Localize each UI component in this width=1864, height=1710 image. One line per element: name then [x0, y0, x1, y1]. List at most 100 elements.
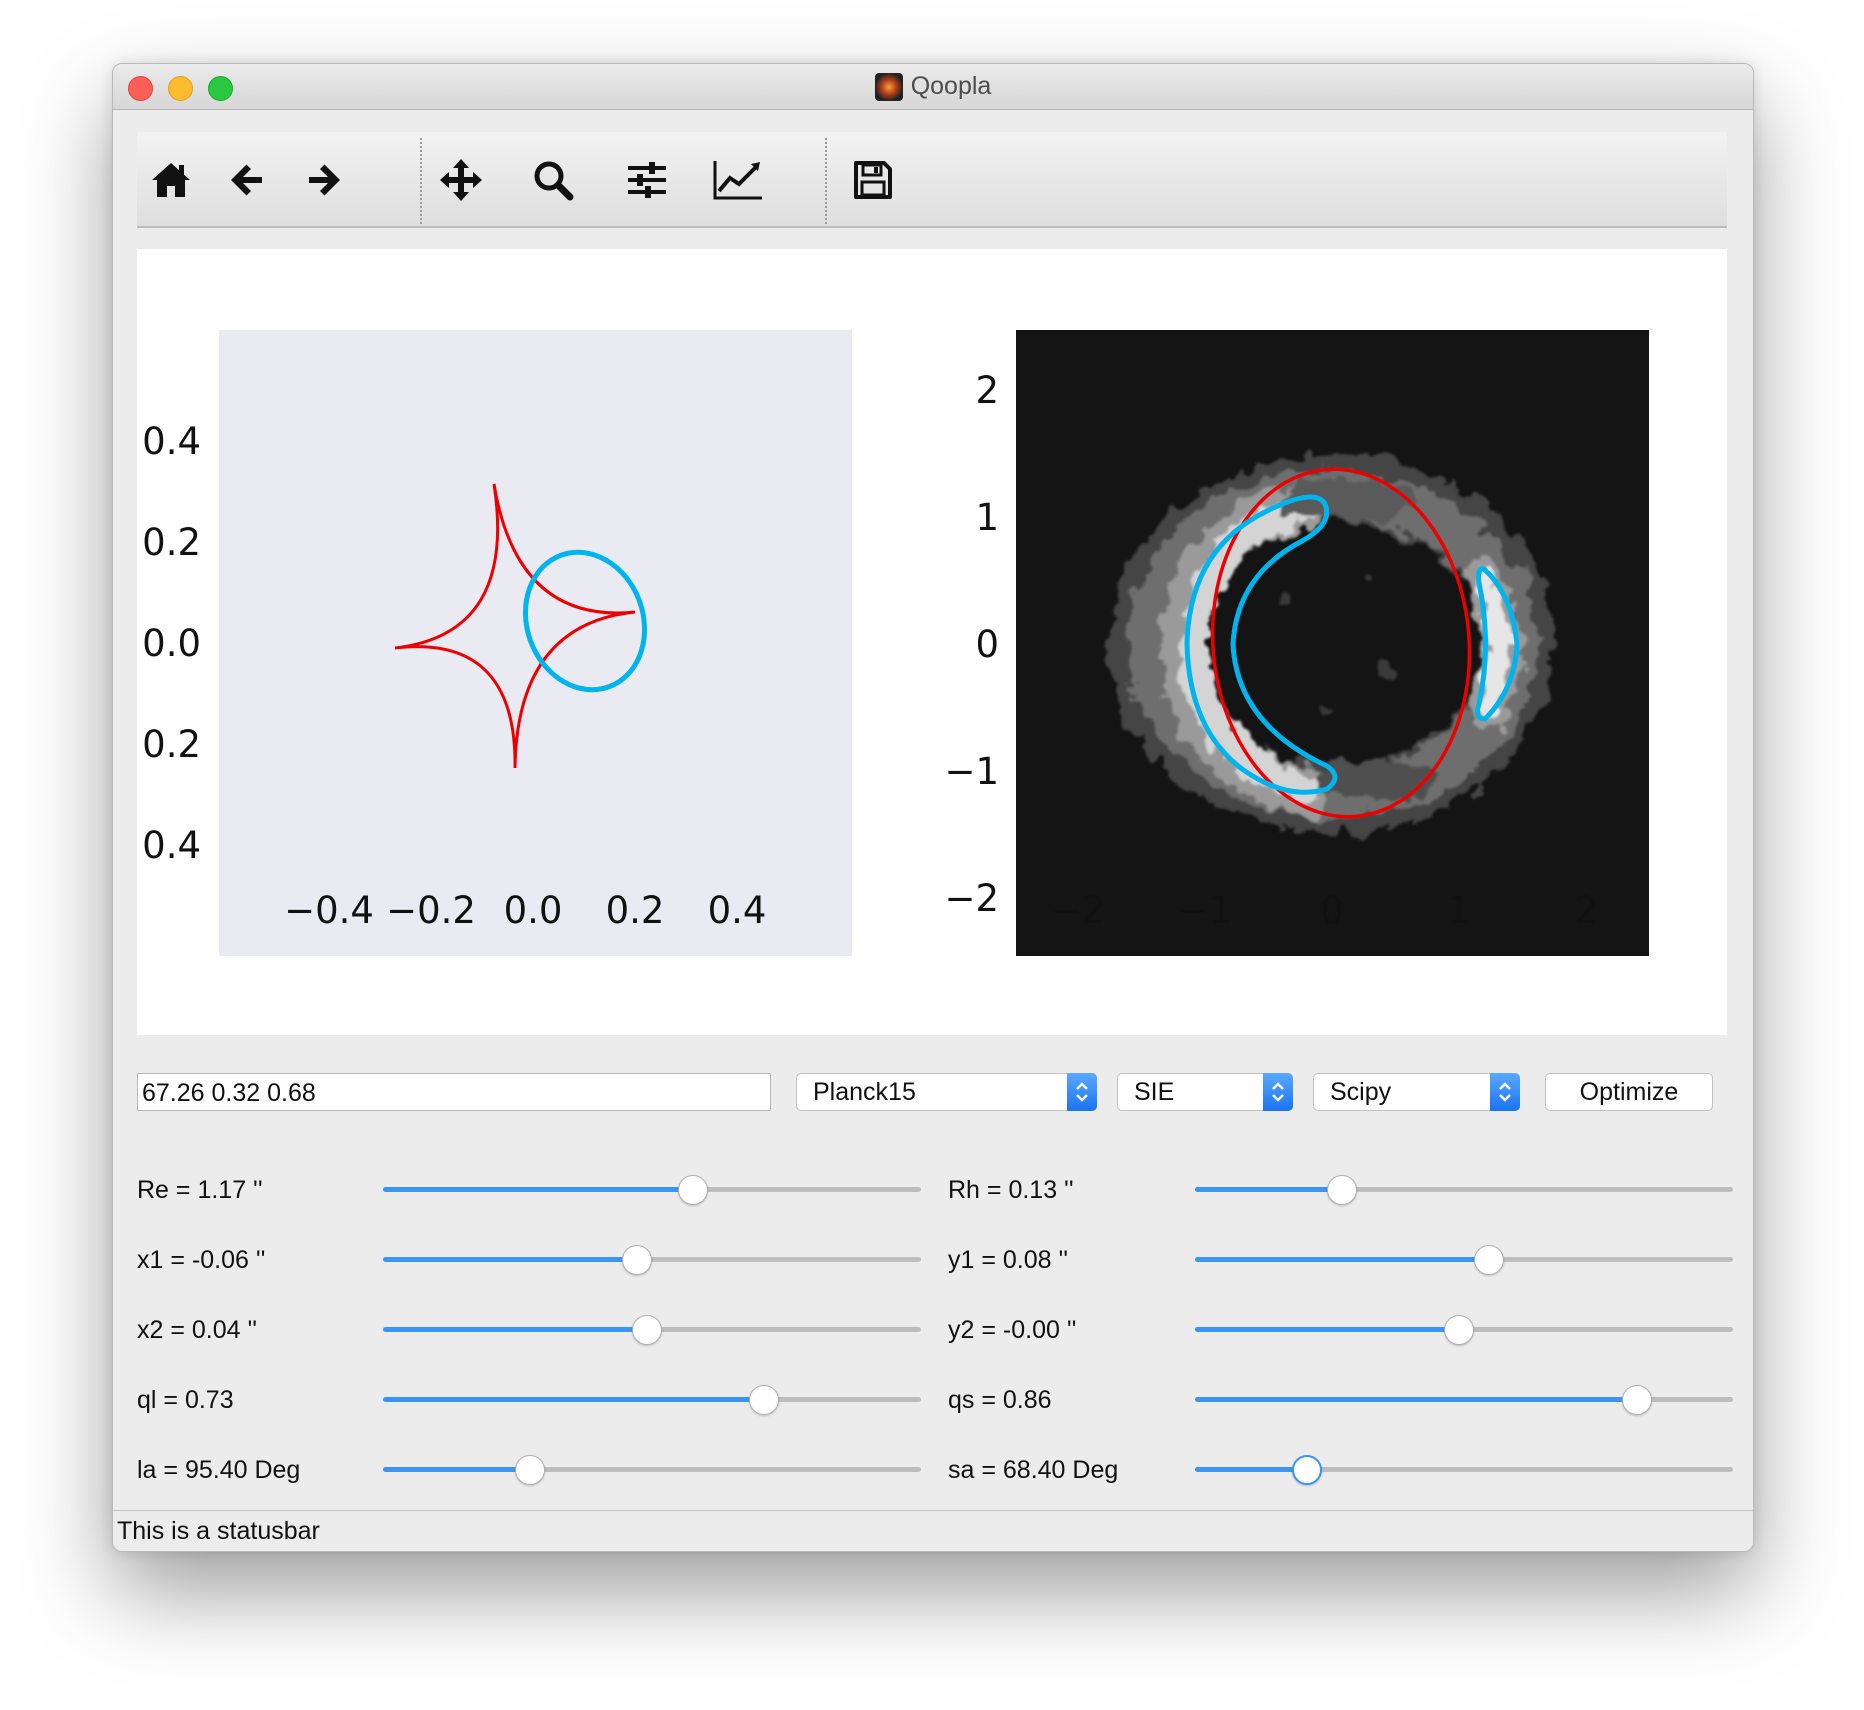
edit-axes-icon — [713, 161, 762, 200]
param-label: la = 95.40 Deg — [137, 1456, 301, 1484]
param-slider[interactable] — [1195, 1175, 1733, 1205]
slider-fill — [1195, 1397, 1637, 1402]
model-select-value: SIE — [1134, 1078, 1175, 1106]
app-icon — [874, 72, 903, 101]
slider-handle[interactable] — [748, 1385, 779, 1415]
zoom-icon — [534, 161, 574, 201]
forward-arrow-icon — [309, 164, 340, 196]
back-button[interactable] — [220, 152, 276, 208]
lensed-image-heatmap — [1110, 455, 1554, 833]
param-slider[interactable] — [1195, 1245, 1733, 1275]
toolbar-separator — [825, 138, 827, 224]
back-arrow-icon — [231, 164, 262, 196]
source-x-tick: −0.4 — [284, 889, 374, 932]
param-label: sa = 68.40 Deg — [948, 1456, 1119, 1484]
slider-fill — [383, 1467, 531, 1472]
param-slider[interactable] — [383, 1175, 921, 1205]
plot-canvas[interactable]: −0.4 −0.2 0.0 0.2 0.4 0.4 0.2 0.0 0.2 0.… — [137, 249, 1727, 1035]
param-slider[interactable] — [383, 1455, 921, 1485]
source-plane-plot: −0.4 −0.2 0.0 0.2 0.4 0.4 0.2 0.0 0.2 0.… — [142, 330, 852, 956]
param-label: y2 = -0.00 '' — [948, 1316, 1077, 1344]
source-x-tick: 0.0 — [504, 889, 563, 932]
slider-handle[interactable] — [631, 1315, 662, 1345]
slider-handle[interactable] — [621, 1245, 652, 1275]
param-label: y1 = 0.08 '' — [948, 1246, 1069, 1274]
slider-handle[interactable] — [1327, 1175, 1358, 1205]
pan-button[interactable] — [433, 152, 489, 208]
image-y-tick: 0 — [975, 623, 999, 666]
status-bar: This is a statusbar — [113, 1510, 1753, 1551]
param-slider[interactable] — [383, 1315, 921, 1345]
param-label: x1 = -0.06 '' — [137, 1246, 266, 1274]
slider-handle[interactable] — [1474, 1245, 1505, 1275]
slider-fill — [1195, 1327, 1459, 1332]
param-slider[interactable] — [1195, 1385, 1733, 1415]
param-slider[interactable] — [383, 1385, 921, 1415]
slider-fill — [383, 1257, 637, 1262]
param-label: qs = 0.86 — [948, 1386, 1052, 1414]
model-select[interactable]: SIE — [1117, 1073, 1293, 1111]
image-y-tick: −2 — [944, 877, 999, 920]
slider-fill — [383, 1327, 647, 1332]
image-x-tick: −2 — [1051, 889, 1106, 932]
param-slider[interactable] — [383, 1245, 921, 1275]
zoom-window-button[interactable] — [208, 76, 233, 101]
param-slider[interactable] — [1195, 1315, 1733, 1345]
cosmology-select[interactable]: Planck15 — [796, 1073, 1097, 1111]
param-label: Rh = 0.13 '' — [948, 1176, 1074, 1204]
plot-toolbar — [137, 132, 1727, 228]
slider-handle[interactable] — [1443, 1315, 1474, 1345]
configure-subplots-button[interactable] — [619, 152, 675, 208]
slider-track — [1195, 1467, 1733, 1472]
slider-handle[interactable] — [677, 1175, 708, 1205]
image-plane-plot: −2 −1 0 1 2 2 1 0 −1 −2 — [944, 330, 1649, 956]
optimize-button[interactable]: Optimize — [1545, 1073, 1713, 1111]
param-label: x2 = 0.04 '' — [137, 1316, 258, 1344]
slider-track — [383, 1467, 921, 1472]
source-x-tick: −0.2 — [386, 889, 476, 932]
slider-fill — [1195, 1187, 1343, 1192]
cosmology-params-input[interactable]: 67.26 0.32 0.68 — [137, 1073, 771, 1111]
param-label: ql = 0.73 — [137, 1386, 234, 1414]
home-icon — [152, 163, 190, 197]
slider-handle[interactable] — [515, 1455, 546, 1485]
image-arc-left — [1184, 494, 1338, 795]
image-y-tick: −1 — [944, 750, 999, 793]
source-plot-background — [219, 330, 852, 956]
image-x-tick: −1 — [1178, 889, 1233, 932]
image-y-ticks: 2 1 0 −1 −2 — [944, 369, 999, 920]
slider-track — [383, 1257, 921, 1262]
slider-handle[interactable] — [1621, 1385, 1652, 1415]
param-label: Re = 1.17 '' — [137, 1176, 263, 1204]
caustic-curve — [394, 483, 636, 769]
app-window: Qoopla — [112, 63, 1754, 1552]
slider-track — [1195, 1187, 1733, 1192]
source-y-ticks: 0.4 0.2 0.0 0.2 0.4 — [142, 420, 201, 867]
cosmology-select-value: Planck15 — [813, 1078, 916, 1106]
source-ellipse — [522, 549, 648, 693]
updown-chevron-icon — [1067, 1073, 1097, 1111]
edit-axes-button[interactable] — [710, 152, 766, 208]
source-y-tick: 0.4 — [142, 824, 201, 867]
optimizer-select[interactable]: Scipy — [1313, 1073, 1520, 1111]
optimizer-select-value: Scipy — [1330, 1078, 1392, 1106]
save-button[interactable] — [845, 152, 901, 208]
status-text: This is a statusbar — [117, 1517, 320, 1545]
image-x-ticks: −2 −1 0 1 2 — [1051, 889, 1598, 932]
home-button[interactable] — [143, 152, 199, 208]
slider-fill — [383, 1397, 764, 1402]
source-y-tick: 0.2 — [142, 521, 201, 564]
forward-button[interactable] — [295, 152, 351, 208]
pan-move-icon — [440, 159, 482, 201]
source-y-tick: 0.2 — [142, 723, 201, 766]
zoom-button[interactable] — [525, 152, 581, 208]
image-x-tick: 1 — [1447, 889, 1471, 932]
image-x-tick: 2 — [1574, 889, 1598, 932]
slider-handle[interactable] — [1291, 1455, 1322, 1485]
updown-chevron-icon — [1263, 1073, 1293, 1111]
image-x-tick: 0 — [1320, 889, 1344, 932]
close-window-button[interactable] — [128, 76, 153, 101]
param-slider[interactable] — [1195, 1455, 1733, 1485]
minimize-window-button[interactable] — [168, 76, 193, 101]
save-icon — [854, 161, 892, 199]
